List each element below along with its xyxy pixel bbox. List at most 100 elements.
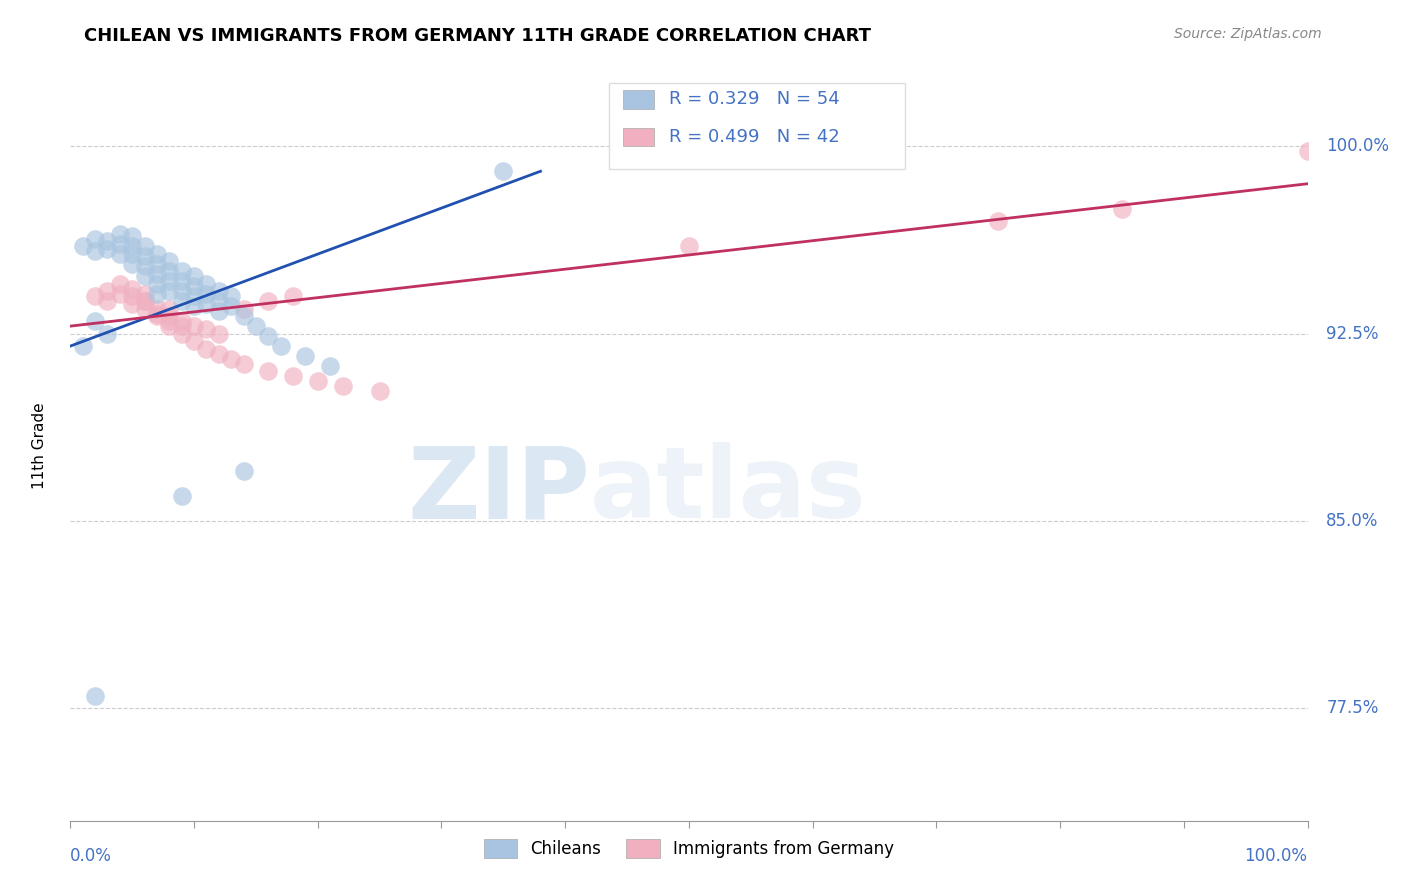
Point [84,244,107,259]
Point [134,294,156,309]
Point [219,289,242,303]
Point [121,239,143,253]
Point [170,284,193,298]
Point [219,351,242,366]
Text: 0.0%: 0.0% [70,847,112,865]
Point [146,277,169,291]
Text: CHILEAN VS IMMIGRANTS FROM GERMANY 11TH GRADE CORRELATION CHART: CHILEAN VS IMMIGRANTS FROM GERMANY 11TH … [84,27,872,45]
Point [195,296,218,310]
Point [96,294,118,309]
Point [1111,202,1133,216]
Point [195,277,218,291]
Point [157,254,180,268]
Point [121,257,143,271]
Point [157,284,180,298]
Point [108,286,131,301]
Text: Source: ZipAtlas.com: Source: ZipAtlas.com [1174,27,1322,41]
Text: 100.0%: 100.0% [1244,847,1308,865]
Point [108,246,131,260]
Text: 85.0%: 85.0% [1326,512,1378,530]
Point [121,289,143,303]
Point [157,319,180,334]
Point [170,489,193,503]
Point [96,284,118,298]
Point [108,236,131,251]
Point [121,229,143,244]
Point [319,359,342,373]
Point [96,234,118,248]
Point [108,277,131,291]
Point [108,227,131,241]
Point [232,301,254,316]
Legend: Chileans, Immigrants from Germany: Chileans, Immigrants from Germany [477,832,901,864]
Point [121,282,143,296]
Point [146,309,169,323]
Text: 100.0%: 100.0% [1326,137,1389,155]
Point [183,299,205,313]
Point [134,259,156,273]
Point [170,314,193,328]
Point [281,369,304,384]
FancyBboxPatch shape [609,83,905,169]
Point [208,346,231,360]
Point [146,246,169,260]
Point [232,464,254,478]
Point [492,164,515,178]
Point [84,232,107,246]
Point [183,279,205,293]
Point [96,326,118,341]
Text: 11th Grade: 11th Grade [32,402,46,490]
Point [257,329,280,343]
Point [195,321,218,335]
Point [270,339,292,353]
Text: 77.5%: 77.5% [1326,699,1378,717]
Point [134,269,156,284]
Point [183,269,205,284]
Point [134,294,156,309]
Point [170,294,193,309]
FancyBboxPatch shape [623,90,654,109]
Point [257,364,280,378]
Point [84,289,107,303]
Text: ZIP: ZIP [408,442,591,540]
Point [232,357,254,371]
Point [332,379,354,393]
Point [157,301,180,316]
Point [307,374,329,388]
Text: atlas: atlas [591,442,866,540]
Point [146,257,169,271]
Point [96,242,118,256]
Point [121,296,143,310]
Point [368,384,391,398]
Point [146,301,169,316]
Point [134,301,156,316]
Point [170,326,193,341]
Point [157,264,180,278]
Text: R = 0.329   N = 54: R = 0.329 N = 54 [669,90,839,109]
Point [183,334,205,348]
Point [146,286,169,301]
Point [72,339,94,353]
Point [232,309,254,323]
Point [170,264,193,278]
Point [678,239,700,253]
Point [208,294,231,309]
Point [157,309,180,323]
Point [195,286,218,301]
Point [195,342,218,356]
Point [121,246,143,260]
Point [183,319,205,334]
Point [208,326,231,341]
Point [183,289,205,303]
Point [134,286,156,301]
Point [84,689,107,703]
Point [987,214,1010,228]
Text: 92.5%: 92.5% [1326,325,1379,343]
Point [208,304,231,318]
Point [84,314,107,328]
Point [72,239,94,253]
Point [257,294,280,309]
Point [294,349,316,363]
Point [157,314,180,328]
Text: R = 0.499   N = 42: R = 0.499 N = 42 [669,128,839,146]
